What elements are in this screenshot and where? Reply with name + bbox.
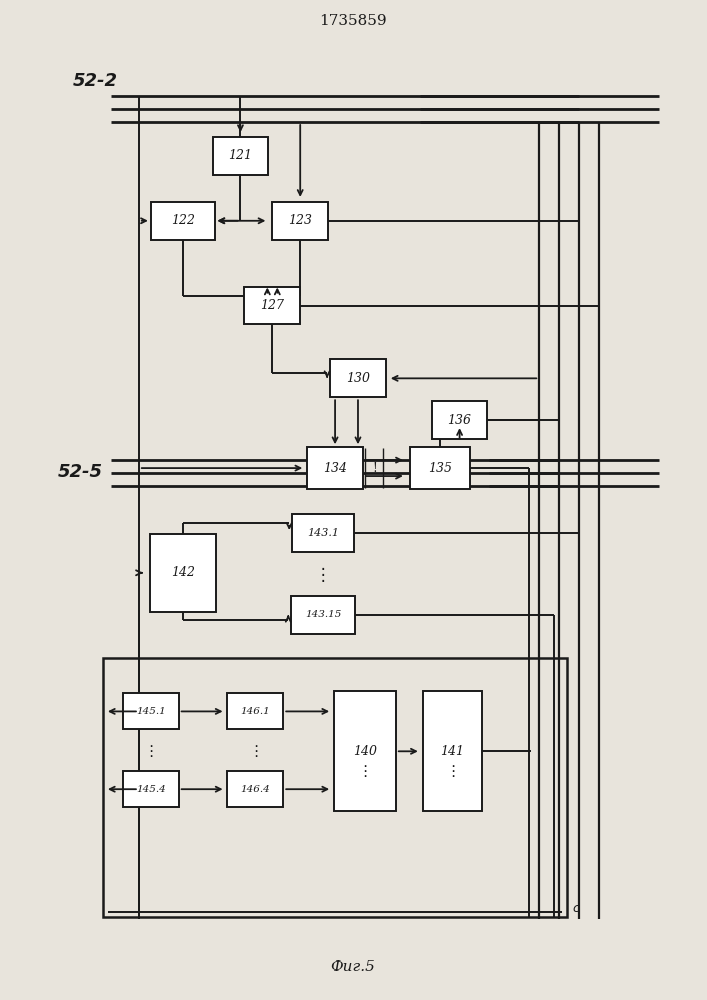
Bar — [150, 534, 216, 612]
Bar — [292, 514, 354, 552]
Text: 146.1: 146.1 — [240, 707, 270, 716]
Text: 52-2: 52-2 — [73, 72, 118, 90]
Text: ⋮: ⋮ — [315, 566, 332, 584]
Text: ⋮: ⋮ — [445, 764, 460, 779]
Text: 127: 127 — [260, 299, 284, 312]
Text: 134: 134 — [323, 462, 347, 475]
Text: 145.1: 145.1 — [136, 707, 165, 716]
Bar — [334, 691, 396, 811]
Text: ⋮: ⋮ — [357, 764, 373, 779]
Bar — [228, 693, 284, 729]
Bar — [410, 447, 469, 489]
Text: ⋮: ⋮ — [144, 744, 158, 759]
Text: c: c — [572, 902, 579, 915]
Text: 136: 136 — [448, 414, 472, 427]
Text: 143.1: 143.1 — [307, 528, 339, 538]
Text: 52-5: 52-5 — [58, 463, 103, 481]
Text: 145.4: 145.4 — [136, 785, 165, 794]
Bar — [151, 202, 214, 240]
Text: 141: 141 — [440, 745, 464, 758]
Bar — [272, 202, 328, 240]
Text: 146.4: 146.4 — [240, 785, 270, 794]
Text: ⋮: ⋮ — [247, 744, 263, 759]
Bar — [123, 771, 179, 807]
Text: 121: 121 — [228, 149, 252, 162]
Bar — [432, 401, 487, 439]
Text: 143.15: 143.15 — [305, 610, 341, 619]
Text: 122: 122 — [170, 214, 194, 227]
Text: Фиг.5: Фиг.5 — [331, 960, 375, 974]
Text: !: ! — [373, 462, 378, 475]
Bar — [330, 359, 386, 397]
Text: 123: 123 — [288, 214, 312, 227]
Text: 142: 142 — [170, 566, 194, 579]
Text: 140: 140 — [353, 745, 377, 758]
Bar — [213, 137, 269, 175]
Bar — [423, 691, 482, 811]
Text: 135: 135 — [428, 462, 452, 475]
Bar — [103, 658, 567, 917]
Bar — [228, 771, 284, 807]
Text: 130: 130 — [346, 372, 370, 385]
Bar — [245, 287, 300, 324]
Text: 1735859: 1735859 — [319, 14, 387, 28]
Bar — [123, 693, 179, 729]
Bar — [291, 596, 356, 634]
Bar — [307, 447, 363, 489]
